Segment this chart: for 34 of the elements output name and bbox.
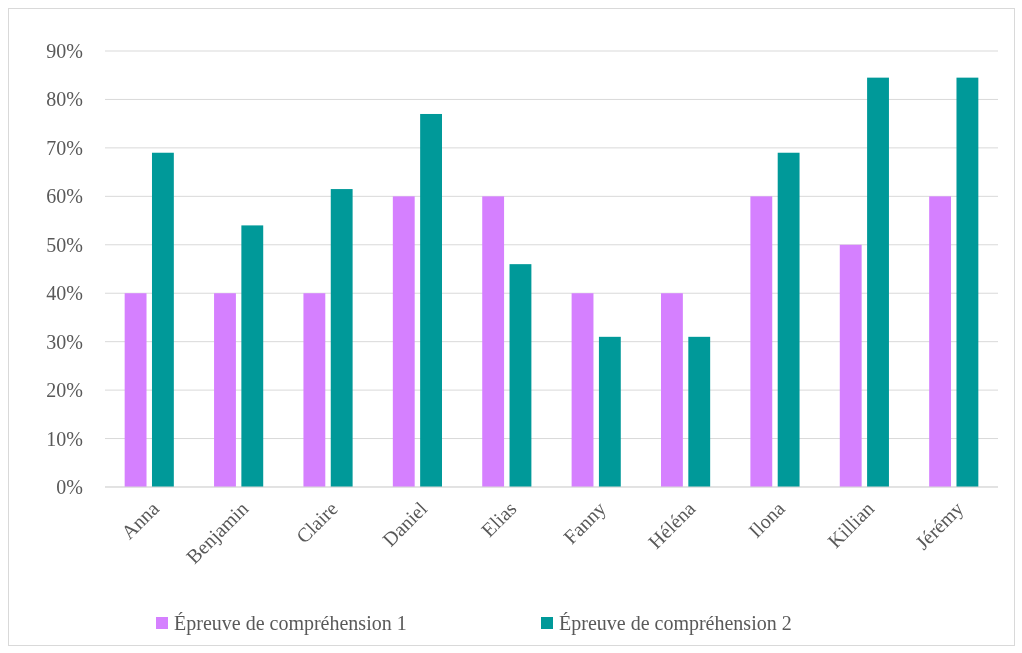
y-tick-label: 20% [46, 379, 83, 402]
y-tick-label: 90% [46, 40, 83, 62]
y-tick-label: 50% [46, 233, 83, 256]
bar [420, 113, 442, 487]
y-tick-label: 10% [46, 427, 83, 450]
bar [214, 293, 236, 487]
legend-label: Épreuve de compréhension 1 [174, 612, 407, 635]
x-tick-label: Ilona [744, 497, 789, 542]
bar [598, 336, 621, 487]
bar [151, 152, 174, 487]
legend-label: Épreuve de compréhension 2 [559, 612, 792, 635]
bar [750, 196, 773, 487]
bar [392, 196, 415, 487]
y-tick-label: 60% [46, 185, 83, 208]
bar [688, 336, 711, 487]
y-tick-label: 30% [46, 330, 83, 353]
bar [956, 77, 979, 487]
bar [330, 189, 353, 487]
bar [867, 77, 889, 487]
bar [839, 244, 862, 487]
bar [124, 293, 147, 487]
y-tick-label: 40% [46, 282, 83, 305]
bar [571, 293, 594, 487]
bar [777, 152, 800, 487]
y-tick-label: 70% [46, 136, 83, 159]
bar [661, 293, 683, 487]
y-tick-label: 80% [46, 88, 83, 111]
bar [929, 196, 952, 487]
bar [509, 264, 532, 487]
y-tick-label: 0% [56, 476, 83, 498]
x-tick-label: Elias [476, 497, 521, 542]
bar [303, 293, 326, 487]
bar [482, 196, 505, 487]
bar [241, 225, 264, 487]
